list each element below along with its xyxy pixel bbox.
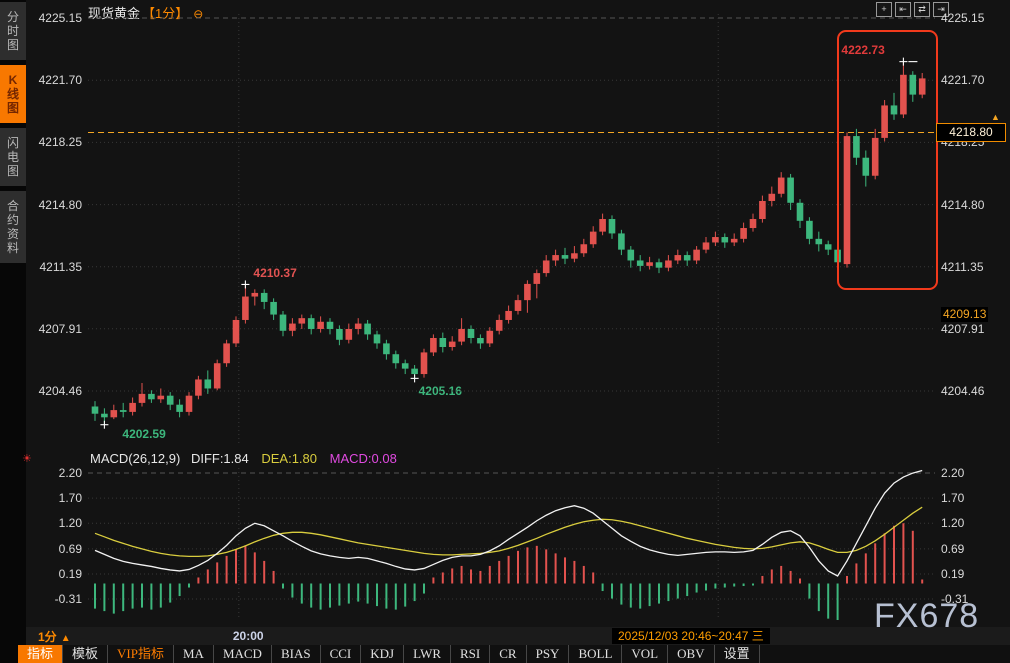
price-direction-up-icon: ▲ <box>991 112 1000 123</box>
macd-diff-value: DIFF:1.84 <box>190 451 249 466</box>
highlight-annotation-box[interactable] <box>837 30 938 290</box>
tab-ma[interactable]: MA <box>174 645 214 663</box>
candlestick-chart[interactable] <box>88 14 935 444</box>
axis-scale-both-icon[interactable]: ⇄ <box>914 2 930 17</box>
instrument-title: 现货黄金 <box>88 6 141 21</box>
price-axis-label-right: 4225.15 <box>941 11 985 25</box>
macd-axis-label-right: -0.31 <box>941 592 969 607</box>
macd-axis-label-left: 1.70 <box>58 491 82 506</box>
tab-settings[interactable]: 设置 <box>715 645 760 663</box>
sidebar-item-flash-chart[interactable]: 闪电图 <box>0 128 26 186</box>
macd-params-label: MACD(26,12,9) <box>90 451 181 466</box>
chart-toolbar: + ⇤ ⇄ ⇥ <box>876 2 949 17</box>
axis-scale-right-icon[interactable]: ⇥ <box>933 2 949 17</box>
tab-cci[interactable]: CCI <box>321 645 362 663</box>
macd-axis-label-left: 2.20 <box>58 466 82 481</box>
sidebar-item-time-chart[interactable]: 分时图 <box>0 2 26 60</box>
macd-histogram <box>94 523 924 620</box>
price-axis-label-right: 4204.46 <box>941 383 985 398</box>
time-axis-label: 20:00 <box>232 629 264 643</box>
tab-psy[interactable]: PSY <box>527 645 570 663</box>
reference-price-badge: 4209.13 <box>941 306 989 322</box>
tab-macd[interactable]: MACD <box>214 645 272 663</box>
price-axis-label-right: 4214.80 <box>941 197 985 212</box>
indicator-alarm-icon[interactable]: ☀ <box>22 453 32 465</box>
sidebar-item-contract-info[interactable]: 合约资料 <box>0 191 26 263</box>
macd-axis-label-left: 1.20 <box>58 516 82 531</box>
tab-boll[interactable]: BOLL <box>569 645 623 663</box>
candlesticks <box>91 61 926 425</box>
tab-lwr[interactable]: LWR <box>404 645 452 663</box>
chevron-up-icon: ▲ <box>60 633 71 644</box>
price-annotation-label: 4222.73 <box>841 42 885 57</box>
macd-axis-label-right: 0.69 <box>941 541 965 556</box>
price-axis-label-right: 4221.70 <box>941 73 985 88</box>
price-annotation-label: 4210.37 <box>253 266 297 281</box>
macd-axis-label-right: 1.70 <box>941 491 965 506</box>
diff-line <box>94 469 923 577</box>
tab-vip-indicator[interactable]: VIP指标 <box>108 645 174 663</box>
tab-obv[interactable]: OBV <box>668 645 715 663</box>
price-axis-label-left: 4204.46 <box>38 383 82 398</box>
price-gridlines <box>88 14 935 444</box>
collapse-icon[interactable]: ⊖ <box>193 7 204 21</box>
tab-bias[interactable]: BIAS <box>272 645 321 663</box>
price-axis-label-right: 4207.91 <box>941 321 985 336</box>
macd-value: MACD:0.08 <box>329 451 397 466</box>
macd-axis-label-left: 0.69 <box>58 541 82 556</box>
price-axis-label-left: 4211.35 <box>39 259 83 274</box>
dea-line <box>94 506 923 558</box>
macd-axis-label-right: 2.20 <box>941 466 965 481</box>
macd-indicator-chart[interactable] <box>88 468 935 620</box>
macd-dea-value: DEA:1.80 <box>261 451 318 466</box>
price-marker-crosses <box>100 57 918 429</box>
macd-gridlines <box>88 468 935 620</box>
macd-axis-label-left: 0.19 <box>58 566 82 581</box>
price-axis-label-left: 4207.91 <box>38 321 82 336</box>
indicator-tab-bar: 指标 模板 VIP指标 MA MACD BIAS CCI KDJ LWR RSI CR PSY BOLL… <box>18 645 1010 663</box>
watermark: FX678 <box>874 597 980 635</box>
tab-template[interactable]: 模板 <box>63 645 109 663</box>
macd-axis-label-left: -0.31 <box>54 592 82 607</box>
session-range-badge: 2025/12/03 20:46~20:47 三 <box>612 628 770 644</box>
price-axis-label-right: 4211.35 <box>941 259 984 274</box>
axis-scale-left-icon[interactable]: ⇤ <box>895 2 911 17</box>
interval-selector[interactable]: 1分 ▲ <box>38 628 71 645</box>
macd-axis-label-right: 0.19 <box>941 566 965 581</box>
chart-header: 现货黄金 【1分】 ⊖ <box>88 3 203 22</box>
time-axis-row <box>26 627 1010 645</box>
price-axis-label-left: 4218.25 <box>38 135 82 150</box>
tab-cr[interactable]: CR <box>490 645 527 663</box>
tab-rsi[interactable]: RSI <box>451 645 491 663</box>
tab-kdj[interactable]: KDJ <box>361 645 405 663</box>
interval-text: 1分 <box>38 630 57 644</box>
price-axis-label-left: 4221.70 <box>38 73 82 88</box>
price-axis-label-left: 4225.15 <box>38 11 82 25</box>
price-annotation-label: 4202.59 <box>122 426 166 441</box>
tab-indicator[interactable]: 指标 <box>18 645 64 663</box>
tab-vol[interactable]: VOL <box>622 645 669 663</box>
interval-badge: 【1分】 <box>142 6 189 21</box>
current-price-box: 4218.80 <box>936 123 1006 143</box>
pan-tool-icon[interactable]: + <box>876 2 892 17</box>
macd-axis-label-right: 1.20 <box>941 516 965 531</box>
price-axis-label-left: 4214.80 <box>38 197 82 212</box>
macd-header: MACD(26,12,9) DIFF:1.84 DEA:1.80 MACD:0.… <box>90 451 397 466</box>
